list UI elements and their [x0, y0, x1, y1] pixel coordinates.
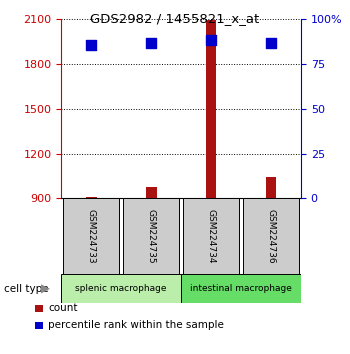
Bar — [123, 198, 179, 274]
Text: splenic macrophage: splenic macrophage — [76, 284, 167, 293]
Text: GSM224735: GSM224735 — [147, 209, 156, 264]
Point — [89, 42, 94, 48]
Point — [148, 40, 154, 46]
Text: GDS2982 / 1455821_x_at: GDS2982 / 1455821_x_at — [90, 12, 260, 25]
Text: cell type: cell type — [4, 284, 48, 294]
Text: GSM224736: GSM224736 — [267, 209, 275, 264]
Bar — [206, 20, 217, 198]
Text: GSM224733: GSM224733 — [87, 209, 96, 264]
Text: GSM224734: GSM224734 — [206, 209, 216, 263]
Bar — [61, 274, 181, 303]
Bar — [181, 274, 301, 303]
Bar — [183, 198, 239, 274]
Text: count: count — [48, 303, 77, 313]
Bar — [63, 198, 119, 274]
Bar — [146, 187, 156, 198]
Bar — [243, 198, 299, 274]
Text: percentile rank within the sample: percentile rank within the sample — [48, 320, 224, 330]
Bar — [266, 177, 276, 198]
Text: ▶: ▶ — [41, 283, 50, 296]
Point — [268, 40, 274, 46]
Text: intestinal macrophage: intestinal macrophage — [190, 284, 292, 293]
Point — [208, 38, 214, 43]
